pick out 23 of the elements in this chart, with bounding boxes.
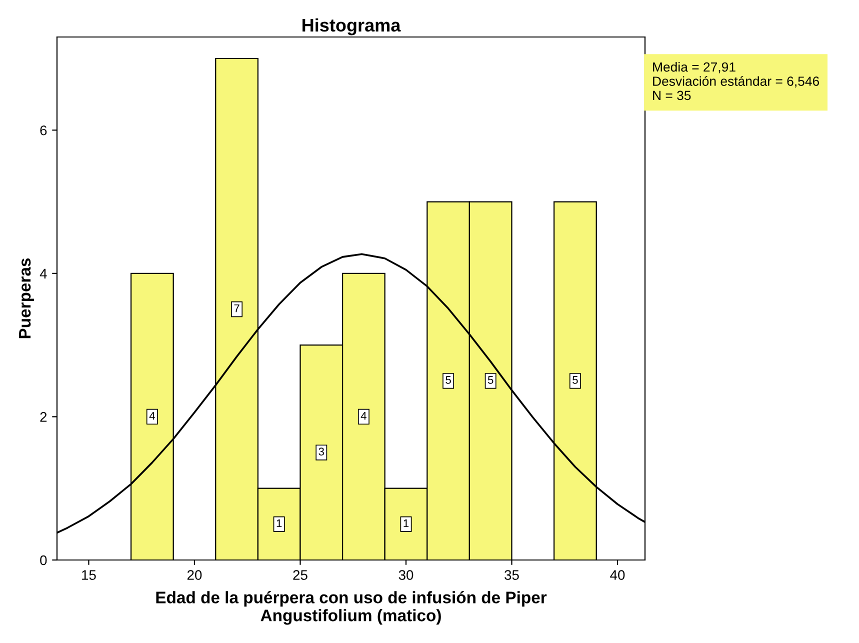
x-tick-label: 15 [82, 570, 96, 580]
x-tick-label: 20 [187, 570, 202, 580]
x-tick-label: 35 [504, 570, 519, 580]
data-label: 5 [572, 376, 578, 384]
y-axis-title: Puerperas [19, 258, 34, 338]
data-label: 7 [234, 304, 240, 312]
x-tick-label: 40 [610, 570, 625, 580]
data-label: 5 [488, 376, 494, 384]
data-label: 4 [360, 412, 366, 420]
data-label: 3 [318, 448, 324, 456]
data-label: 5 [446, 376, 451, 384]
x-tick-label: 25 [293, 570, 308, 580]
chart-title: Histograma [302, 18, 401, 36]
x-axis-title: Edad de la puérpera con uso de infusión de Piper Angustifolium (matico) [156, 591, 547, 625]
data-label: 1 [276, 519, 282, 528]
data-label: 1 [404, 519, 409, 528]
data-label: 4 [149, 412, 155, 420]
y-tick-label: 4 [40, 268, 47, 278]
text: Media = 27,91 Desviación estándar = 6,546 N = 35 [653, 62, 820, 100]
x-tick-label: 30 [398, 570, 414, 580]
y-tick-label: 6 [40, 125, 47, 136]
y-tick-label: 0 [40, 555, 47, 566]
y-tick-label: 2 [40, 412, 47, 422]
